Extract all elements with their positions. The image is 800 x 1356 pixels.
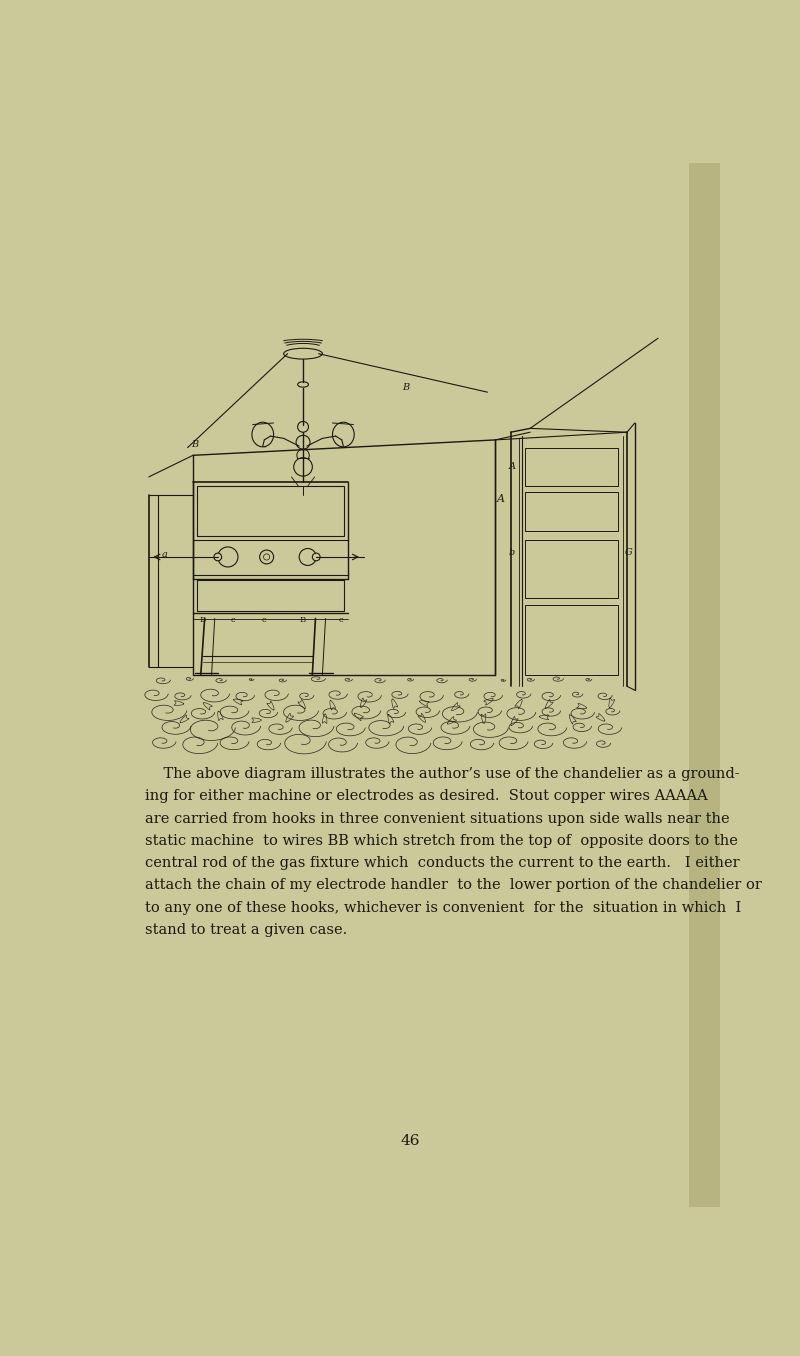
Bar (197, 580, 344, 610)
Text: a: a (162, 551, 168, 559)
Circle shape (263, 553, 270, 560)
Text: c: c (338, 616, 343, 624)
Text: 46: 46 (400, 1134, 420, 1147)
Text: B: B (402, 382, 410, 392)
Circle shape (218, 546, 238, 567)
Circle shape (214, 553, 222, 561)
Ellipse shape (333, 422, 354, 447)
Circle shape (260, 551, 274, 564)
Bar (525, 492, 618, 530)
Circle shape (294, 457, 312, 476)
Circle shape (299, 548, 316, 565)
Text: B: B (199, 616, 206, 624)
Circle shape (297, 449, 310, 461)
Text: B: B (300, 616, 306, 624)
Bar (525, 540, 618, 598)
Text: c: c (262, 616, 266, 624)
Text: c: c (230, 616, 235, 624)
Text: The above diagram illustrates the author’s use of the chandelier as a ground-
in: The above diagram illustrates the author… (145, 767, 762, 937)
Bar (197, 485, 344, 536)
Bar (689, 163, 720, 1207)
Ellipse shape (284, 348, 322, 359)
Ellipse shape (298, 382, 309, 388)
Text: G: G (625, 548, 633, 557)
Bar (525, 447, 618, 485)
Text: A: A (497, 494, 505, 503)
Circle shape (296, 435, 310, 449)
Text: B: B (190, 439, 198, 449)
Circle shape (298, 422, 309, 433)
Text: b: b (509, 548, 514, 557)
Ellipse shape (252, 422, 274, 447)
Bar (525, 606, 618, 675)
Text: A: A (509, 462, 515, 471)
Circle shape (312, 553, 320, 561)
